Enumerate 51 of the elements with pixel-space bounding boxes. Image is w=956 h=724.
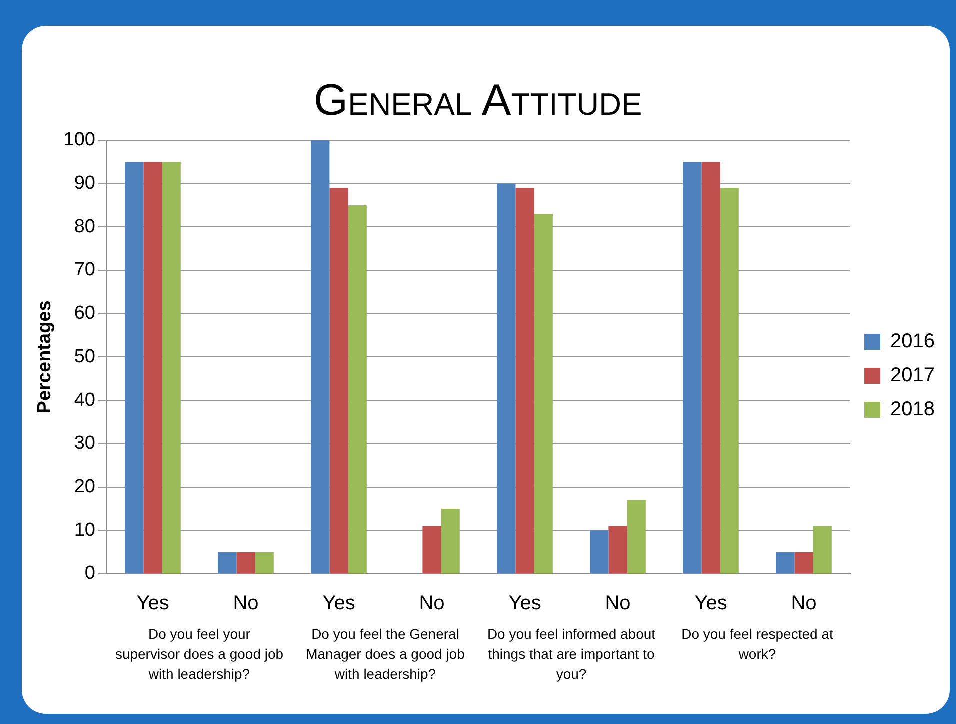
y-tick-label: 70 (74, 260, 96, 281)
bar (590, 530, 609, 574)
bar (348, 205, 367, 574)
legend-label: 2016 (890, 330, 936, 353)
bar (236, 552, 256, 574)
bar (125, 162, 144, 574)
bar (627, 500, 646, 574)
y-tick-label: 80 (74, 216, 96, 238)
bar (422, 526, 442, 574)
bar (702, 162, 720, 574)
legend-label: 2017 (890, 364, 936, 387)
bar (497, 184, 516, 574)
bar (813, 526, 832, 574)
y-tick-label: 40 (74, 390, 96, 411)
x-tick-label: No (605, 592, 631, 615)
x-tick-label: Yes (694, 592, 728, 615)
x-tick-label: Yes (508, 592, 542, 615)
text: Do you feel the General Manager does a good job with leadership? (305, 625, 466, 684)
bar (794, 552, 814, 574)
chart-title: General Attitude (312, 76, 644, 126)
y-tick-label: 100 (64, 130, 96, 151)
text: Do you feel informed about things that are important to you? (486, 625, 656, 684)
x-tick-label: Yes (136, 592, 170, 615)
y-tick-label: 30 (74, 433, 96, 454)
bar (144, 162, 162, 574)
bar (330, 188, 348, 574)
bar (608, 526, 628, 574)
y-tick-label: 20 (74, 476, 96, 498)
x-tick-label: Yes (322, 592, 356, 615)
bar (683, 162, 702, 574)
x-tick-label: No (233, 592, 259, 615)
x-tick-label: No (419, 592, 445, 615)
bar (534, 214, 553, 574)
bar (516, 188, 534, 574)
text: Do you feel your supervisor does a good job with leadership? (114, 625, 284, 684)
y-tick-label: 10 (74, 520, 96, 541)
bar (218, 552, 237, 574)
bar (720, 188, 739, 574)
y-tick-label: 90 (74, 172, 96, 194)
x-tick-label: No (791, 592, 817, 615)
bar (255, 552, 274, 574)
bar (441, 508, 460, 574)
bar (311, 140, 330, 574)
text: Do you feel respected at work? (680, 625, 834, 664)
y-tick-label: 60 (74, 303, 96, 324)
bar (162, 162, 181, 574)
legend-label: 2018 (890, 398, 936, 421)
bar (776, 552, 795, 574)
y-tick-label: 0 (84, 563, 96, 584)
y-axis-title: Percentages (34, 300, 56, 414)
y-tick-label: 50 (74, 346, 96, 368)
